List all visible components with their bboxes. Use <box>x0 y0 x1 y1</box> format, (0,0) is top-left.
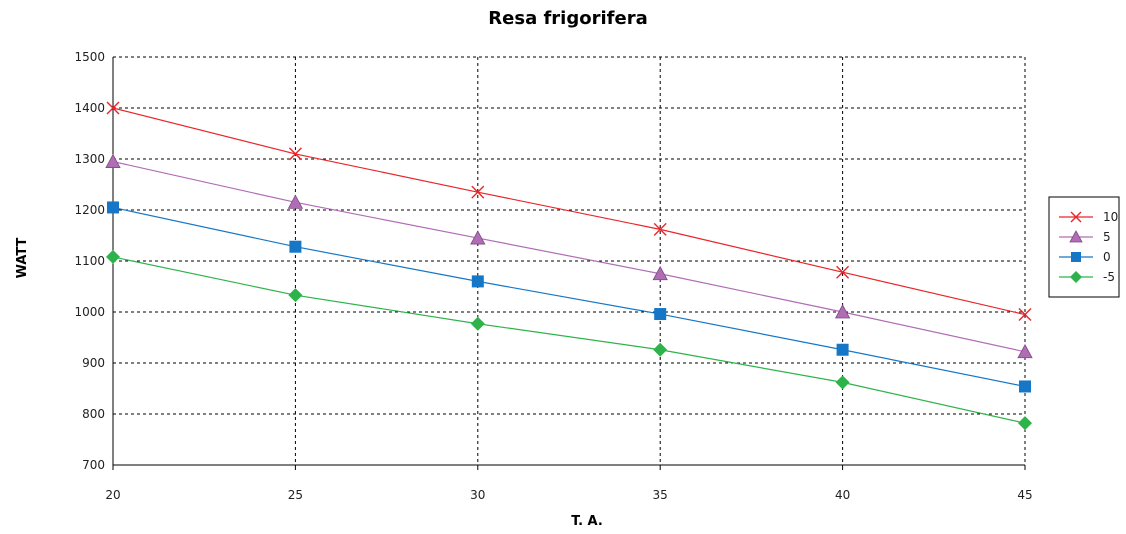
legend-marker <box>1070 211 1082 223</box>
y-tick-label: 1200 <box>74 203 105 217</box>
grid <box>113 56 1026 465</box>
tick-labels: 700 800 900 1000 1100 1200 1300 1400 1500 20 25 30 3… <box>74 50 1032 502</box>
data-point <box>106 101 120 115</box>
y-tick-label: 1000 <box>74 305 105 319</box>
y-tick-label: 700 <box>82 458 105 472</box>
x-tick-label: 35 <box>653 488 668 502</box>
data-point <box>1017 343 1033 359</box>
data-point <box>652 265 668 281</box>
legend-marker <box>1070 271 1082 283</box>
data-point <box>654 308 667 321</box>
data-point <box>288 288 303 303</box>
data-point <box>1018 308 1032 322</box>
series-line <box>112 206 1026 388</box>
legend-label: -5 <box>1103 270 1115 284</box>
series-5 <box>105 153 1033 359</box>
data-point <box>289 240 302 253</box>
series-line <box>112 160 1026 353</box>
x-tick-label: 20 <box>105 488 120 502</box>
data-point <box>836 265 850 279</box>
data-point <box>836 343 849 356</box>
data-point <box>105 153 121 168</box>
y-tick-label: 1400 <box>74 101 105 115</box>
series-0 <box>107 201 1031 393</box>
series-line <box>112 107 1026 316</box>
y-tick-label: 900 <box>82 356 105 370</box>
y-tick-label: 800 <box>82 407 105 421</box>
legend-label: 10 <box>1103 210 1118 224</box>
x-tick-label: 30 <box>470 488 485 502</box>
data-point <box>653 222 667 236</box>
data-point <box>471 275 484 288</box>
legend-marker <box>1071 252 1081 262</box>
x-tick-label: 25 <box>288 488 303 502</box>
data-point <box>835 375 850 390</box>
data-point <box>653 342 668 357</box>
data-point <box>470 230 486 245</box>
legend-box <box>1048 196 1120 298</box>
y-tick-label: 1300 <box>74 152 105 166</box>
data-point <box>834 304 851 319</box>
chart-title: Resa frigorifera <box>488 8 647 29</box>
data-point <box>471 185 485 199</box>
y-tick-label: 1500 <box>74 50 105 64</box>
data-point <box>107 201 119 214</box>
data-point <box>288 147 302 161</box>
legend-item: 0 <box>1059 250 1111 264</box>
legend-item: 10 <box>1059 210 1118 224</box>
axes <box>112 57 1026 470</box>
series-line <box>112 256 1026 424</box>
data-point <box>1018 416 1032 431</box>
series-10 <box>106 101 1032 322</box>
series-group <box>105 101 1033 431</box>
y-axis-title: WATT <box>15 237 30 278</box>
data-point <box>287 194 304 209</box>
x-tick-label: 40 <box>835 488 850 502</box>
legend-label: 5 <box>1103 230 1111 244</box>
data-point <box>470 316 485 331</box>
legend-marker <box>1069 230 1083 243</box>
series--5 <box>106 249 1032 431</box>
legend: 10 5 0 -5 <box>1048 196 1120 298</box>
data-point <box>106 249 120 264</box>
x-axis-title: T. A. <box>571 514 603 529</box>
legend-item: 5 <box>1059 230 1111 244</box>
x-tick-label: 45 <box>1017 488 1032 502</box>
legend-item: -5 <box>1059 270 1115 284</box>
legend-label: 0 <box>1103 250 1111 264</box>
data-point <box>1019 380 1031 393</box>
y-tick-label: 1100 <box>74 254 105 268</box>
